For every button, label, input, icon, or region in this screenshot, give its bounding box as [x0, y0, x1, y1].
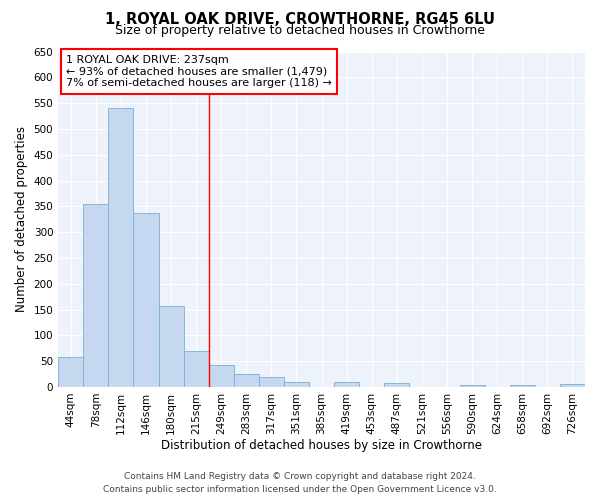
Bar	[385, 383, 409, 387]
Bar	[83, 204, 109, 387]
Bar	[334, 382, 359, 387]
Bar	[234, 374, 259, 387]
Y-axis label: Number of detached properties: Number of detached properties	[15, 126, 28, 312]
Bar	[158, 306, 184, 387]
Bar	[184, 351, 209, 387]
Bar	[284, 382, 309, 387]
X-axis label: Distribution of detached houses by size in Crowthorne: Distribution of detached houses by size …	[161, 440, 482, 452]
Bar	[133, 212, 158, 387]
Bar	[209, 366, 234, 387]
Text: 1, ROYAL OAK DRIVE, CROWTHORNE, RG45 6LU: 1, ROYAL OAK DRIVE, CROWTHORNE, RG45 6LU	[105, 12, 495, 28]
Bar	[560, 384, 585, 387]
Bar	[510, 385, 535, 387]
Bar	[460, 385, 485, 387]
Text: 1 ROYAL OAK DRIVE: 237sqm
← 93% of detached houses are smaller (1,479)
7% of sem: 1 ROYAL OAK DRIVE: 237sqm ← 93% of detac…	[66, 55, 332, 88]
Text: Size of property relative to detached houses in Crowthorne: Size of property relative to detached ho…	[115, 24, 485, 37]
Bar	[58, 357, 83, 387]
Bar	[259, 376, 284, 387]
Text: Contains HM Land Registry data © Crown copyright and database right 2024.
Contai: Contains HM Land Registry data © Crown c…	[103, 472, 497, 494]
Bar	[109, 108, 133, 387]
